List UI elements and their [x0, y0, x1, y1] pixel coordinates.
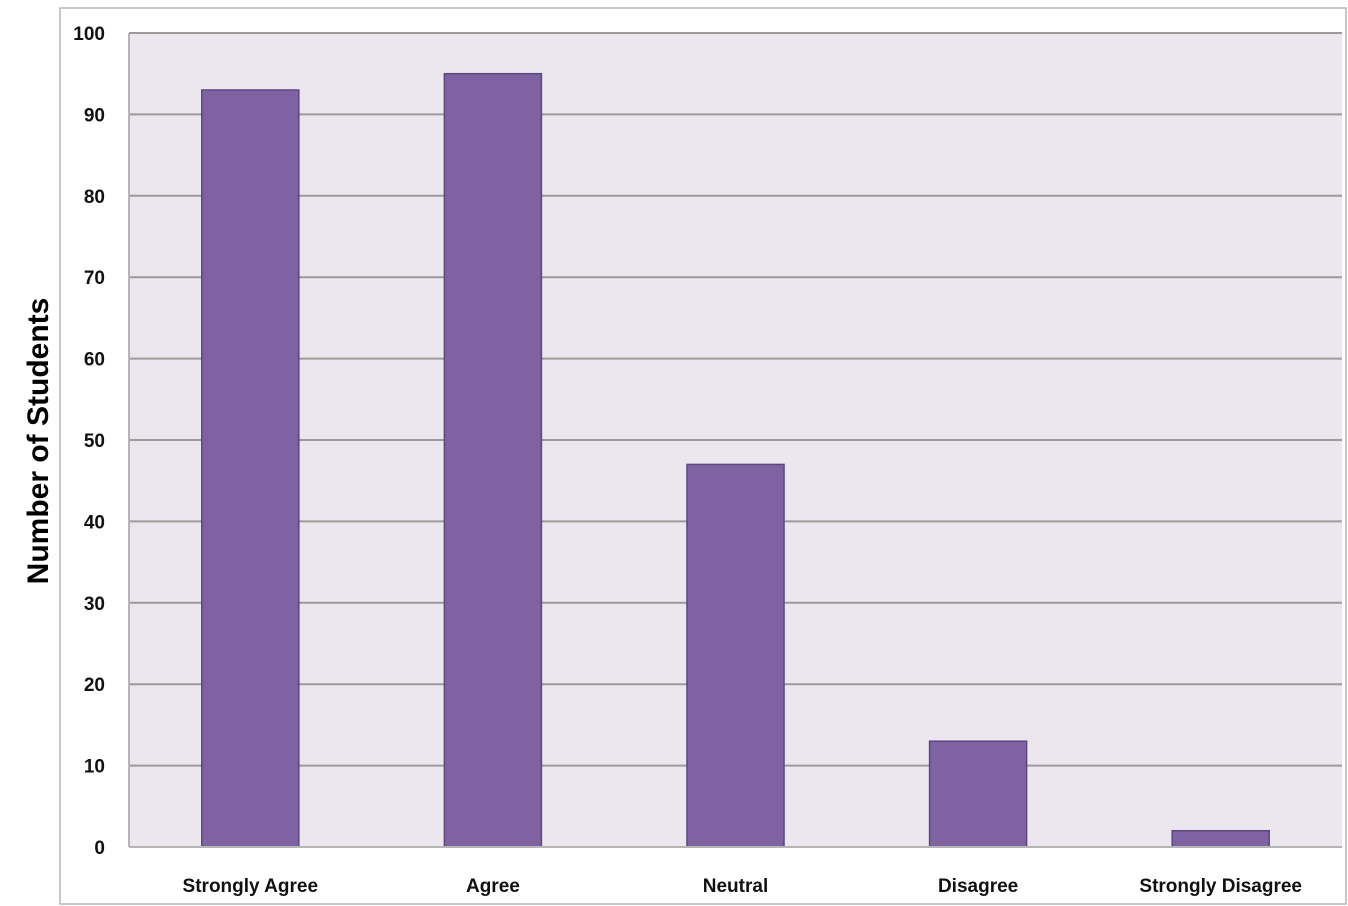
y-axis-title: Number of Students [22, 298, 55, 585]
x-tick-label: Strongly Disagree [1139, 876, 1302, 897]
y-tick-label: 60 [84, 350, 105, 371]
bar [443, 72, 543, 848]
x-tick-label: Neutral [703, 876, 768, 897]
x-tick-label: Strongly Agree [183, 876, 319, 897]
y-tick-label: 30 [84, 594, 105, 615]
bar [201, 89, 300, 848]
bar [686, 463, 785, 848]
y-tick-label: 40 [84, 512, 105, 533]
bar [1171, 829, 1270, 848]
y-tick-label: 20 [84, 675, 105, 696]
y-tick-label: 10 [84, 757, 105, 778]
y-tick-label: 50 [84, 431, 105, 452]
y-tick-label: 0 [94, 838, 105, 859]
x-tick-labels: Strongly Agree Agree Neutral Disagree Strong… [183, 876, 1302, 897]
bars [201, 72, 1270, 848]
y-tick-label: 100 [73, 24, 105, 45]
y-tick-label: 70 [84, 268, 105, 289]
bar [928, 740, 1028, 848]
x-tick-label: Agree [466, 876, 520, 897]
y-tick-label: 80 [84, 187, 105, 208]
x-tick-label: Disagree [938, 876, 1018, 897]
y-tick-label: 90 [84, 105, 105, 126]
y-tick-labels: 0 10 20 30 40 50 60 70 80 90 100 [73, 24, 105, 859]
